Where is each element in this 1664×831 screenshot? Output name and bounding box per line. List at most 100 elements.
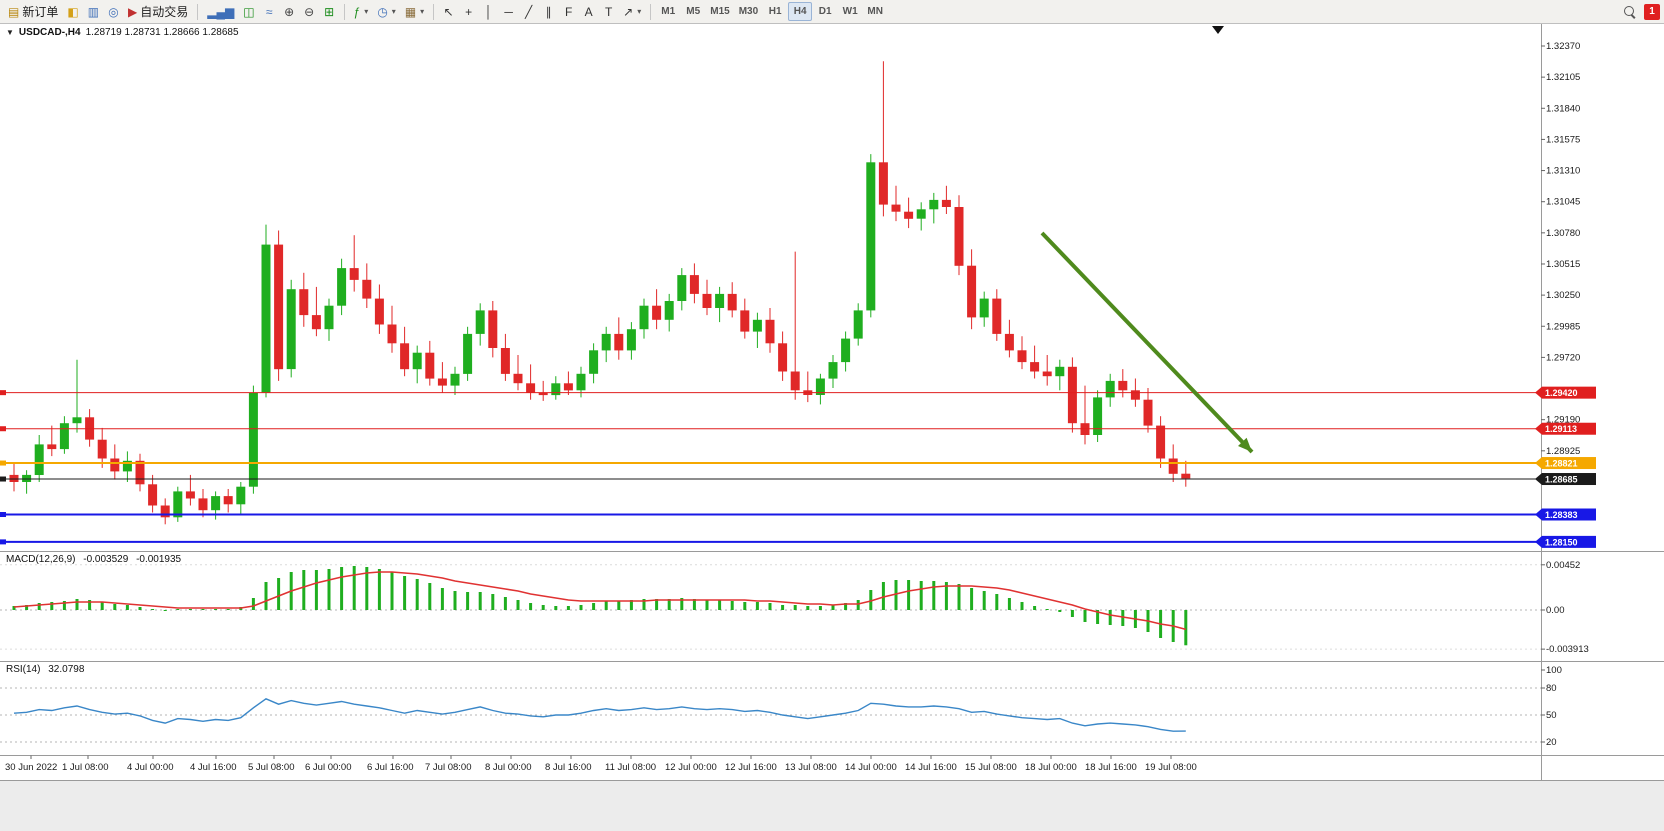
zoom-out-icon: ⊖ [304, 4, 315, 19]
bar-chart-icon: ▂▄▆ [207, 4, 235, 19]
navigator-icon: ◎ [108, 4, 119, 19]
text-button[interactable]: A [579, 2, 598, 21]
svg-text:1.28150: 1.28150 [1545, 537, 1578, 547]
macd-main-value: -0.003529 [83, 554, 129, 565]
zoom-in-button[interactable]: ⊕ [280, 2, 299, 21]
svg-text:1.31045: 1.31045 [1546, 197, 1580, 208]
new-order-label: 新订单 [22, 5, 59, 19]
bar-chart-button[interactable]: ▂▄▆ [203, 2, 238, 21]
arrows-button[interactable]: ↗ ▾ [619, 2, 645, 21]
line-chart-button[interactable]: ≈ [260, 2, 279, 21]
candlestick-button[interactable]: ◫ [239, 2, 258, 21]
fibonacci-button[interactable]: F [559, 2, 578, 21]
periods-button[interactable]: ◷ ▾ [373, 2, 400, 21]
market-watch-button[interactable]: ◧ [63, 2, 82, 21]
horizontal-lines[interactable] [0, 390, 1541, 545]
svg-text:1 Jul 08:00: 1 Jul 08:00 [62, 762, 108, 773]
svg-text:12 Jul 00:00: 12 Jul 00:00 [665, 762, 717, 773]
rsi-panel [0, 687, 1541, 743]
svg-text:1.31310: 1.31310 [1546, 166, 1580, 177]
rsi-value: 32.0798 [48, 664, 85, 675]
svg-text:1.29420: 1.29420 [1545, 388, 1578, 398]
autotrade-label: 自动交易 [140, 5, 189, 19]
svg-text:1.28685: 1.28685 [1545, 475, 1578, 485]
chart-title: ▼ USDCAD-,H4 1.28719 1.28731 1.28666 1.2… [6, 27, 239, 38]
timeframe-button-h4[interactable]: H4 [788, 2, 813, 21]
chevron-down-icon: ▾ [420, 7, 425, 16]
price-axis[interactable]: 1.32370 1.32105 1.31840 1.31575 1.31310 1.310… [1535, 41, 1596, 748]
svg-text:1.29113: 1.29113 [1545, 424, 1577, 434]
chart-menu-icon[interactable]: ▼ [6, 28, 14, 37]
svg-text:0.00452: 0.00452 [1546, 560, 1580, 571]
periods-icon: ◷ [377, 4, 388, 19]
trendline-button[interactable]: ╱ [519, 2, 538, 21]
data-window-icon: ▥ [87, 4, 100, 19]
chart-background [0, 24, 1664, 780]
svg-text:15 Jul 08:00: 15 Jul 08:00 [965, 762, 1017, 773]
navigator-button[interactable]: ◎ [104, 2, 123, 21]
timeframe-button-m15[interactable]: M15 [706, 2, 733, 21]
label-button[interactable]: T [599, 2, 618, 21]
tile-windows-icon: ⊞ [324, 4, 335, 19]
chevron-down-icon: ▾ [364, 7, 369, 16]
candlesticks [9, 61, 1191, 525]
channel-button[interactable]: ∥ [539, 2, 558, 21]
new-order-icon: ▤ [8, 4, 20, 19]
svg-text:8 Jul 00:00: 8 Jul 00:00 [485, 762, 531, 773]
notification-badge[interactable]: 1 [1644, 3, 1660, 20]
zoom-out-button[interactable]: ⊖ [300, 2, 319, 21]
macd-indicator-label: MACD(12,26,9) -0.003529 -0.001935 [6, 554, 181, 565]
macd-signal-value: -0.001935 [136, 554, 182, 565]
svg-text:4 Jul 00:00: 4 Jul 00:00 [127, 762, 173, 773]
svg-text:19 Jul 08:00: 19 Jul 08:00 [1145, 762, 1197, 773]
svg-text:18 Jul 00:00: 18 Jul 00:00 [1025, 762, 1077, 773]
cursor-button[interactable]: ↖ [439, 2, 458, 21]
main-toolbar: ▤ 新订单 ◧ ▥ ◎ ▶ 自动交易 ▂▄▆ ◫ ≈ ⊕ ⊖ ⊞ ƒ ▾ ◷ ▾ ▦ ▾ ↖ + │ ─ ╱ ∥ F A T ↗ ▾ M1 M… [0, 0, 1664, 24]
tile-windows-button[interactable]: ⊞ [320, 2, 339, 21]
timeframe-button-h1[interactable]: H1 [763, 2, 787, 21]
toolbar-separator [433, 3, 435, 20]
time-axis[interactable]: 30 Jun 2022 1 Jul 08:00 4 Jul 00:00 4 Jul 1… [5, 755, 1197, 774]
crosshair-button[interactable]: + [459, 2, 478, 21]
svg-text:18 Jul 16:00: 18 Jul 16:00 [1085, 762, 1137, 773]
trendline-icon: ╱ [525, 4, 533, 19]
new-order-button[interactable]: ▤ 新订单 [4, 2, 62, 21]
svg-text:11 Jul 08:00: 11 Jul 08:00 [605, 762, 656, 773]
timeframe-button-m5[interactable]: M5 [681, 2, 705, 21]
horizontal-line-icon: ─ [504, 4, 513, 19]
templates-button[interactable]: ▦ ▾ [401, 2, 428, 21]
svg-text:50: 50 [1546, 710, 1557, 721]
autotrade-icon: ▶ [128, 4, 138, 19]
timeframe-button-d1[interactable]: D1 [813, 2, 837, 21]
vertical-line-button[interactable]: │ [479, 2, 498, 21]
indicators-button[interactable]: ƒ ▾ [350, 2, 373, 21]
svg-text:5 Jul 08:00: 5 Jul 08:00 [248, 762, 294, 773]
candlestick-icon: ◫ [243, 4, 255, 19]
timeframe-button-w1[interactable]: W1 [838, 2, 862, 21]
search-button[interactable] [1620, 2, 1640, 21]
rsi-line [13, 698, 1186, 732]
channel-icon: ∥ [545, 4, 552, 19]
horizontal-line-button[interactable]: ─ [499, 2, 518, 21]
timeframe-button-mn[interactable]: MN [863, 2, 887, 21]
trend-arrow[interactable] [1040, 231, 1254, 454]
autotrade-button[interactable]: ▶ 自动交易 [124, 2, 192, 21]
timeframe-button-m30[interactable]: M30 [735, 2, 762, 21]
cursor-icon: ↖ [443, 4, 454, 19]
svg-text:1.29985: 1.29985 [1546, 321, 1580, 332]
chart-shift-marker[interactable] [1212, 26, 1224, 34]
toolbar-separator [343, 3, 345, 20]
rsi-indicator-label: RSI(14) 32.0798 [6, 664, 84, 675]
macd-name: MACD(12,26,9) [6, 554, 76, 565]
svg-text:1.32105: 1.32105 [1546, 72, 1580, 83]
crosshair-icon: + [465, 4, 473, 19]
data-window-button[interactable]: ▥ [84, 2, 103, 21]
toolbar-buttons: ▤ 新订单 ◧ ▥ ◎ ▶ 自动交易 ▂▄▆ ◫ ≈ ⊕ ⊖ ⊞ ƒ ▾ ◷ ▾ ▦ ▾ ↖ + │ ─ ╱ ∥ F A T ↗ ▾ M1 M… [4, 0, 887, 23]
panel-separators [0, 24, 1664, 780]
fibonacci-icon: F [565, 4, 573, 19]
zoom-in-icon: ⊕ [284, 4, 295, 19]
svg-text:80: 80 [1546, 683, 1557, 694]
arrows-icon: ↗ [623, 4, 634, 19]
timeframe-button-m1[interactable]: M1 [656, 2, 680, 21]
